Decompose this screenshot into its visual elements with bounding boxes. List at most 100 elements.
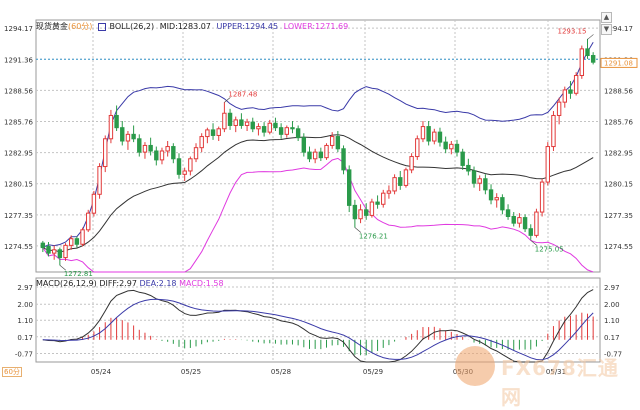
candle-body [590, 55, 596, 63]
candle-body [69, 238, 74, 246]
mid-label: MID:1283.07 [159, 22, 211, 31]
scroll-down-button[interactable]: ▼ [601, 24, 612, 35]
x-tick-label: 05/25 [181, 368, 201, 376]
candle-body [568, 89, 573, 94]
candle-body [233, 119, 238, 126]
candle-body [108, 114, 114, 140]
scroll-up-button[interactable]: ▲ [601, 12, 612, 23]
annotation-pointer [224, 97, 231, 103]
macd-value-label: MACD:1.58 [179, 279, 224, 288]
y-tick-label-left: 1288.56 [4, 87, 33, 95]
candle-body [335, 136, 341, 150]
annotation-pointer [59, 264, 67, 271]
candle-body [562, 89, 567, 103]
candle-body [97, 166, 102, 195]
y-tick-label-right: 1294.17 [604, 25, 633, 33]
candle-body [420, 126, 426, 140]
candle-body [103, 138, 108, 168]
candle-body [415, 138, 420, 158]
y-tick-label-left: 1285.76 [4, 118, 33, 126]
x-tick-label: 05/28 [271, 368, 291, 376]
candle-body [528, 228, 533, 236]
watermark-logo-icon [455, 346, 495, 386]
candle-body [312, 151, 318, 160]
candle-body [364, 209, 369, 216]
period-tag[interactable]: 60分 [2, 367, 22, 377]
candle-body [295, 128, 301, 139]
y-tick-label-left: 1294.17 [4, 25, 33, 33]
y-tick-label-left: 1280.15 [4, 181, 33, 189]
candle-body [329, 136, 335, 146]
y-tick-label-right: 1280.15 [604, 181, 633, 189]
macd-dea-line [42, 298, 594, 361]
candle-body [244, 121, 250, 126]
chart-header: 现货黄金(60分) BOLL(26,2) MID:1283.07 UPPER:1… [36, 22, 348, 32]
candle-body [494, 197, 499, 201]
candle-body [91, 193, 97, 214]
candle-body [488, 189, 494, 201]
candle-body [534, 211, 539, 236]
price-annotation: 1293.15 [557, 27, 586, 35]
candle-body [205, 129, 210, 138]
y-tick-label-right: 1277.35 [604, 212, 633, 220]
y-tick-label-right: 1274.55 [604, 243, 633, 251]
candle-body [165, 146, 170, 152]
candle-body [358, 209, 363, 220]
boll-upper-line [42, 41, 594, 249]
candle-body [585, 48, 590, 57]
candle-body [216, 128, 221, 136]
upper-label: UPPER:1294.45 [216, 22, 279, 31]
candle-body [556, 101, 562, 116]
candle-body [573, 75, 579, 94]
period-label: (60分) [68, 22, 93, 31]
candle-body [188, 158, 193, 172]
candle-body [120, 127, 125, 142]
y-tick-label-left: 1291.36 [4, 56, 33, 64]
candle-body [386, 190, 392, 194]
candle-body [409, 156, 414, 171]
candle-body [301, 137, 307, 153]
candle-body [477, 178, 482, 184]
candle-body [278, 127, 284, 135]
candle-body [460, 151, 465, 166]
candle-body [210, 129, 216, 136]
candle-body [80, 229, 85, 245]
diff-label: DIFF:2.97 [99, 279, 137, 288]
candle-body [466, 164, 471, 172]
candle-body [148, 144, 153, 152]
macd-y-tick-right: 2.97 [604, 284, 620, 292]
boll-label: BOLL(26,2) [109, 22, 155, 31]
y-tick-label-right: 1285.76 [604, 118, 633, 126]
macd-header: MACD(26,12,9) DIFF:2.97 DEA:2.18 MACD:1.… [36, 279, 224, 289]
candle-body [347, 169, 352, 206]
boll-lower-line [42, 157, 594, 273]
candle-body [142, 144, 148, 153]
candle-body [222, 112, 227, 130]
symbol-label: 现货黄金 [36, 22, 68, 31]
candle-body [63, 244, 68, 259]
boll-mid-line [42, 134, 594, 253]
candle-body [290, 127, 295, 130]
color-swatch [97, 22, 106, 31]
macd-y-tick-left: 2.97 [17, 284, 33, 292]
candle-body [193, 147, 199, 160]
macd-y-tick-right: 0.17 [604, 334, 620, 342]
candle-body [449, 143, 454, 150]
candle-body [131, 133, 136, 140]
y-tick-label-right: 1288.56 [604, 87, 633, 95]
candle-body [250, 121, 255, 130]
candle-body [261, 126, 267, 133]
candle-body [154, 150, 159, 161]
candle-body [505, 209, 511, 217]
x-tick-label: 05/29 [363, 368, 383, 376]
price-panel-frame [35, 19, 601, 273]
candle-body [267, 122, 272, 133]
candle-body [517, 217, 522, 224]
candle-body [176, 158, 182, 175]
candle-body [551, 114, 556, 148]
macd-y-tick-left: 0.17 [17, 334, 33, 342]
current-price-label: 1291.08 [604, 59, 633, 67]
price-annotation: 1275.05 [535, 245, 564, 253]
lower-label: LOWER:1271.69 [283, 22, 349, 31]
macd-y-tick-right: 2.00 [604, 301, 620, 309]
